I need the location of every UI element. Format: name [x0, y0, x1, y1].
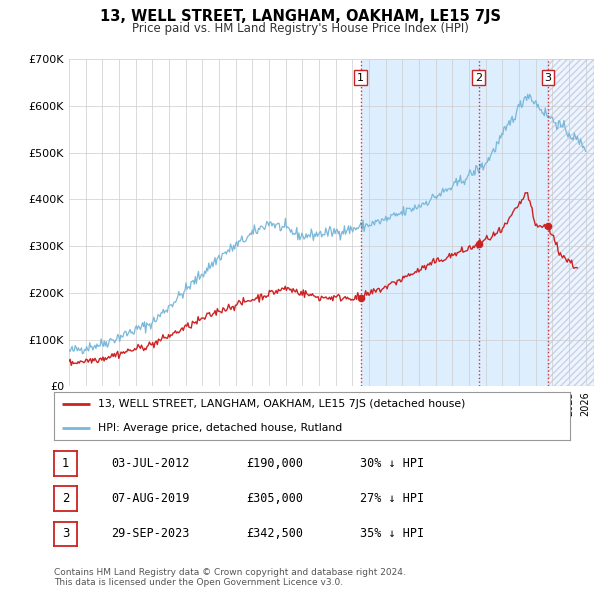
Text: 07-AUG-2019: 07-AUG-2019: [111, 492, 190, 505]
Bar: [479, 59, 548, 386]
Text: 3: 3: [62, 527, 69, 540]
Text: 13, WELL STREET, LANGHAM, OAKHAM, LE15 7JS (detached house): 13, WELL STREET, LANGHAM, OAKHAM, LE15 7…: [98, 399, 465, 409]
Point: [544, 221, 553, 231]
Text: 30% ↓ HPI: 30% ↓ HPI: [360, 457, 424, 470]
Bar: [361, 59, 479, 386]
Text: £305,000: £305,000: [246, 492, 303, 505]
Text: Price paid vs. HM Land Registry's House Price Index (HPI): Price paid vs. HM Land Registry's House …: [131, 22, 469, 35]
Text: HPI: Average price, detached house, Rutland: HPI: Average price, detached house, Rutl…: [98, 423, 342, 432]
Text: 35% ↓ HPI: 35% ↓ HPI: [360, 527, 424, 540]
Point: [474, 239, 484, 248]
Text: £342,500: £342,500: [246, 527, 303, 540]
Text: 1: 1: [62, 457, 69, 470]
Text: 29-SEP-2023: 29-SEP-2023: [111, 527, 190, 540]
Text: 2: 2: [62, 492, 69, 505]
Text: 3: 3: [545, 73, 551, 83]
Text: Contains HM Land Registry data © Crown copyright and database right 2024.
This d: Contains HM Land Registry data © Crown c…: [54, 568, 406, 587]
Text: 03-JUL-2012: 03-JUL-2012: [111, 457, 190, 470]
Text: £190,000: £190,000: [246, 457, 303, 470]
Bar: [548, 59, 594, 386]
Text: 1: 1: [357, 73, 364, 83]
Text: 13, WELL STREET, LANGHAM, OAKHAM, LE15 7JS: 13, WELL STREET, LANGHAM, OAKHAM, LE15 7…: [100, 9, 500, 24]
Point: [356, 293, 365, 302]
Text: 2: 2: [475, 73, 482, 83]
Text: 27% ↓ HPI: 27% ↓ HPI: [360, 492, 424, 505]
